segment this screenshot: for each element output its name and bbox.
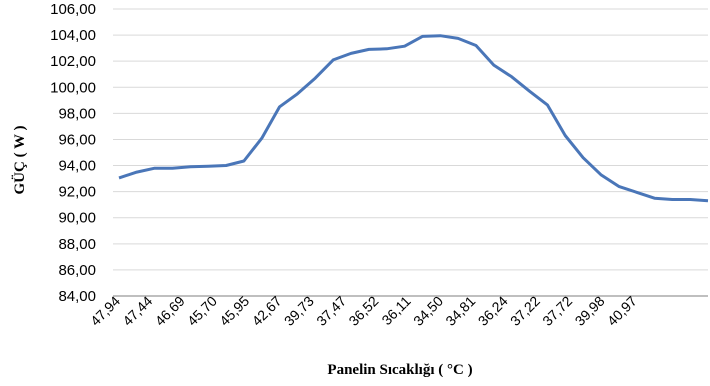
- x-tick-label: 37,72: [539, 293, 575, 329]
- y-axis-title: GÜÇ ( W ): [11, 125, 28, 194]
- x-axis-title: Panelin Sıcaklığı ( °C ): [327, 362, 472, 378]
- y-tick-label: 90,00: [58, 210, 96, 227]
- x-tick-label: 34,81: [442, 293, 478, 329]
- x-tick-label: 39,73: [281, 293, 317, 329]
- x-tick-label: 45,70: [184, 293, 220, 329]
- y-tick-label: 102,00: [50, 53, 96, 70]
- x-tick-label: 47,44: [119, 293, 155, 329]
- x-tick-label: 34,50: [410, 293, 446, 329]
- y-tick-label: 104,00: [50, 27, 96, 44]
- y-tick-label: 92,00: [58, 184, 96, 201]
- x-tick-label: 46,69: [152, 293, 188, 329]
- x-tick-label: 42,67: [249, 293, 285, 329]
- y-tick-label: 86,00: [58, 262, 96, 279]
- y-tick-label: 98,00: [58, 105, 96, 122]
- y-tick-label: 84,00: [58, 288, 96, 305]
- x-tick-label: 36,24: [475, 293, 511, 329]
- x-tick-label: 39,98: [572, 293, 608, 329]
- y-tick-label: 94,00: [58, 158, 96, 175]
- y-tick-label: 100,00: [50, 79, 96, 96]
- x-tick-label: 40,97: [604, 293, 640, 329]
- x-tick-label: 37,47: [313, 293, 349, 329]
- x-tick-label: 37,22: [507, 293, 543, 329]
- gridlines: [113, 8, 708, 297]
- power-series-line: [118, 34, 709, 203]
- x-axis-ticks: 47,9447,4446,6945,7045,9542,6739,7337,47…: [87, 293, 640, 329]
- y-tick-label: 106,00: [50, 1, 96, 18]
- x-tick-label: 45,95: [216, 293, 252, 329]
- x-tick-label: 36,11: [378, 293, 414, 329]
- y-tick-label: 96,00: [58, 131, 96, 148]
- y-tick-label: 88,00: [58, 236, 96, 253]
- y-axis-ticks: 84,00 86,00 88,00 90,00 92,00 94,00 96,00 98,00…: [50, 1, 96, 305]
- x-tick-label: 36,52: [345, 293, 381, 329]
